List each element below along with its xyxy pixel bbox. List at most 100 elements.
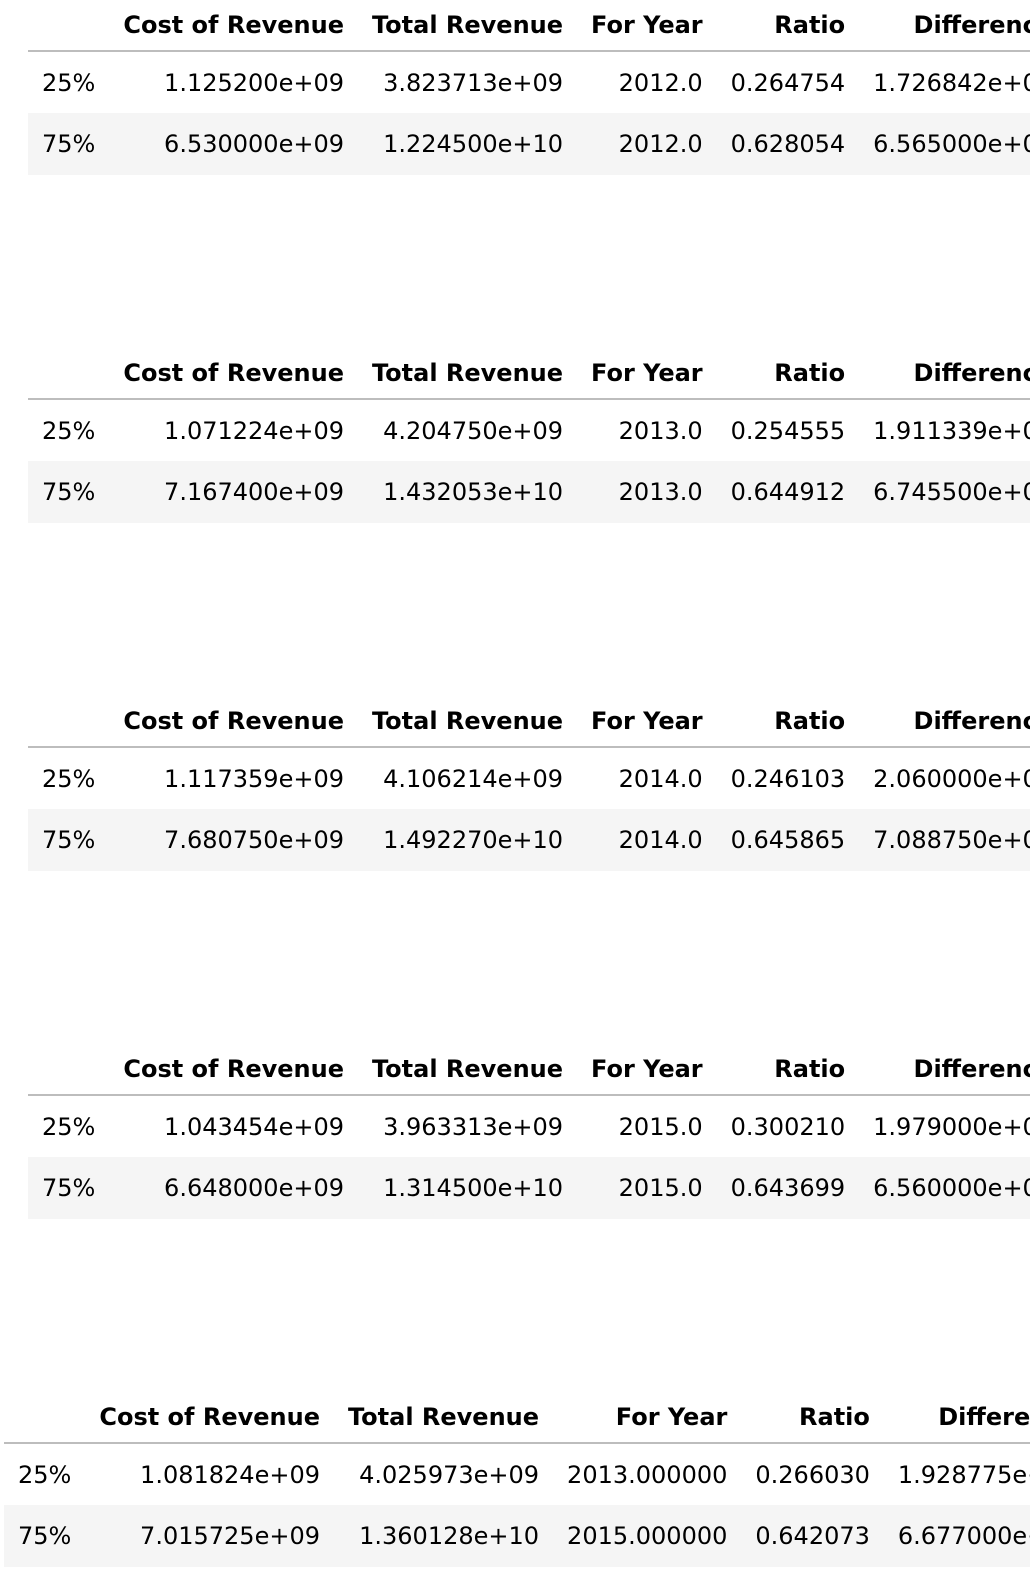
index-header xyxy=(28,696,110,748)
cell-difference: 1.928775e+09 xyxy=(897,1460,1030,1489)
row-index: 25% xyxy=(42,416,96,445)
column-header-cost-of-revenue: Cost of Revenue xyxy=(109,0,358,52)
cell-for-year: 2013.000000 xyxy=(567,1460,728,1489)
cell-cost-of-revenue: 1.117359e+09 xyxy=(164,764,344,793)
column-header-total-revenue: Total Revenue xyxy=(357,1044,578,1096)
cell-for-year: 2014.0 xyxy=(618,764,703,793)
row-index: 25% xyxy=(18,1460,72,1489)
index-header xyxy=(28,1044,110,1096)
cell-for-year: 2012.0 xyxy=(618,130,703,158)
column-header-ratio: Ratio xyxy=(716,696,860,748)
header-row: Cost of Revenue Total Revenue For Year R… xyxy=(4,1392,1030,1444)
cell-total-revenue: 4.204750e+09 xyxy=(383,416,564,445)
table-row: 75% 7.167400e+09 1.432053e+10 2013.0 0.6… xyxy=(28,461,1030,523)
cell-ratio: 0.300210 xyxy=(730,1112,846,1141)
cell-for-year: 2015.0 xyxy=(618,1112,703,1141)
table-header: Cost of Revenue Total Revenue For Year R… xyxy=(28,696,1030,748)
column-header-cost-of-revenue: Cost of Revenue xyxy=(109,696,358,748)
header-row: Cost of Revenue Total Revenue For Year R… xyxy=(28,696,1030,748)
quantile-table-5: Cost of Revenue Total Revenue For Year R… xyxy=(4,1392,1030,1567)
cell-ratio: 0.643699 xyxy=(730,1174,846,1202)
index-header xyxy=(28,0,110,52)
cell-for-year: 2015.0 xyxy=(618,1174,703,1202)
header-row: Cost of Revenue Total Revenue For Year R… xyxy=(28,1044,1030,1096)
cell-for-year: 2012.0 xyxy=(618,68,703,97)
cell-for-year: 2014.0 xyxy=(618,826,703,854)
row-index: 25% xyxy=(42,68,96,97)
column-header-for-year: For Year xyxy=(577,0,717,52)
cell-difference: 1.911339e+09 xyxy=(873,416,1030,445)
column-header-difference: Difference xyxy=(859,696,1030,748)
table-body: 25% 1.043454e+09 3.963313e+09 2015.0 0.3… xyxy=(28,1095,1030,1219)
cell-total-revenue: 1.224500e+10 xyxy=(383,130,564,158)
table-row: 25% 1.043454e+09 3.963313e+09 2015.0 0.3… xyxy=(28,1095,1030,1157)
table-row: 75% 6.530000e+09 1.224500e+10 2012.0 0.6… xyxy=(28,113,1030,175)
index-header xyxy=(28,348,110,400)
row-index: 75% xyxy=(42,130,96,158)
cell-for-year: 2015.000000 xyxy=(567,1522,728,1550)
table-row: 75% 6.648000e+09 1.314500e+10 2015.0 0.6… xyxy=(28,1157,1030,1219)
cell-difference: 1.979000e+09 xyxy=(873,1112,1030,1141)
table-row: 75% 7.680750e+09 1.492270e+10 2014.0 0.6… xyxy=(28,809,1030,871)
quantile-table-3: Cost of Revenue Total Revenue For Year R… xyxy=(28,696,1030,871)
table-body: 25% 1.071224e+09 4.204750e+09 2013.0 0.2… xyxy=(28,399,1030,523)
cell-total-revenue: 1.314500e+10 xyxy=(383,1174,564,1202)
header-row: Cost of Revenue Total Revenue For Year R… xyxy=(28,348,1030,400)
cell-difference: 6.677000e+09 xyxy=(897,1522,1030,1550)
row-index: 75% xyxy=(18,1522,72,1550)
column-header-cost-of-revenue: Cost of Revenue xyxy=(109,1044,358,1096)
table-row: 75% 7.015725e+09 1.360128e+10 2015.00000… xyxy=(4,1505,1030,1567)
column-header-for-year: For Year xyxy=(553,1392,742,1444)
column-header-for-year: For Year xyxy=(577,696,717,748)
column-header-difference: Difference xyxy=(859,0,1030,52)
table-header: Cost of Revenue Total Revenue For Year R… xyxy=(28,348,1030,400)
cell-ratio: 0.645865 xyxy=(730,826,846,854)
table-row: 25% 1.125200e+09 3.823713e+09 2012.0 0.2… xyxy=(28,51,1030,113)
column-header-difference: Difference xyxy=(883,1392,1030,1444)
index-header xyxy=(4,1392,86,1444)
cell-cost-of-revenue: 1.125200e+09 xyxy=(164,68,344,97)
cell-cost-of-revenue: 1.081824e+09 xyxy=(140,1460,320,1489)
cell-cost-of-revenue: 6.648000e+09 xyxy=(164,1174,344,1202)
cell-ratio: 0.264754 xyxy=(730,68,846,97)
column-header-cost-of-revenue: Cost of Revenue xyxy=(85,1392,334,1444)
column-header-ratio: Ratio xyxy=(716,348,860,400)
row-index: 25% xyxy=(42,1112,96,1141)
row-index: 75% xyxy=(42,478,96,506)
cell-difference: 6.565000e+09 xyxy=(873,130,1030,158)
row-index: 75% xyxy=(42,1174,96,1202)
column-header-ratio: Ratio xyxy=(716,1044,860,1096)
cell-cost-of-revenue: 6.530000e+09 xyxy=(164,130,344,158)
quantile-table-4: Cost of Revenue Total Revenue For Year R… xyxy=(28,1044,1030,1219)
quantile-table-1: Cost of Revenue Total Revenue For Year R… xyxy=(28,0,1030,175)
cell-ratio: 0.644912 xyxy=(730,478,846,506)
cell-difference: 2.060000e+09 xyxy=(873,764,1030,793)
cell-ratio: 0.254555 xyxy=(730,416,846,445)
cell-cost-of-revenue: 1.043454e+09 xyxy=(164,1112,344,1141)
cell-ratio: 0.266030 xyxy=(755,1460,870,1489)
table-body: 25% 1.117359e+09 4.106214e+09 2014.0 0.2… xyxy=(28,747,1030,871)
cell-ratio: 0.642073 xyxy=(755,1522,870,1550)
cell-total-revenue: 3.823713e+09 xyxy=(383,68,564,97)
cell-cost-of-revenue: 1.071224e+09 xyxy=(164,416,344,445)
cell-total-revenue: 1.492270e+10 xyxy=(383,826,564,854)
table-header: Cost of Revenue Total Revenue For Year R… xyxy=(4,1392,1030,1444)
table-body: 25% 1.125200e+09 3.823713e+09 2012.0 0.2… xyxy=(28,51,1030,175)
cell-difference: 1.726842e+09 xyxy=(873,68,1030,97)
cell-for-year: 2013.0 xyxy=(618,416,703,445)
header-row: Cost of Revenue Total Revenue For Year R… xyxy=(28,0,1030,52)
column-header-for-year: For Year xyxy=(577,1044,717,1096)
cell-ratio: 0.246103 xyxy=(730,764,846,793)
cell-cost-of-revenue: 7.015725e+09 xyxy=(140,1522,320,1550)
table-row: 25% 1.071224e+09 4.204750e+09 2013.0 0.2… xyxy=(28,399,1030,461)
column-header-total-revenue: Total Revenue xyxy=(357,696,578,748)
cell-for-year: 2013.0 xyxy=(618,478,703,506)
table-header: Cost of Revenue Total Revenue For Year R… xyxy=(28,1044,1030,1096)
cell-difference: 6.560000e+09 xyxy=(873,1174,1030,1202)
cell-total-revenue: 3.963313e+09 xyxy=(383,1112,564,1141)
cell-total-revenue: 1.432053e+10 xyxy=(383,478,564,506)
row-index: 25% xyxy=(42,764,96,793)
cell-total-revenue: 4.025973e+09 xyxy=(359,1460,540,1489)
table-row: 25% 1.117359e+09 4.106214e+09 2014.0 0.2… xyxy=(28,747,1030,809)
column-header-ratio: Ratio xyxy=(716,0,860,52)
